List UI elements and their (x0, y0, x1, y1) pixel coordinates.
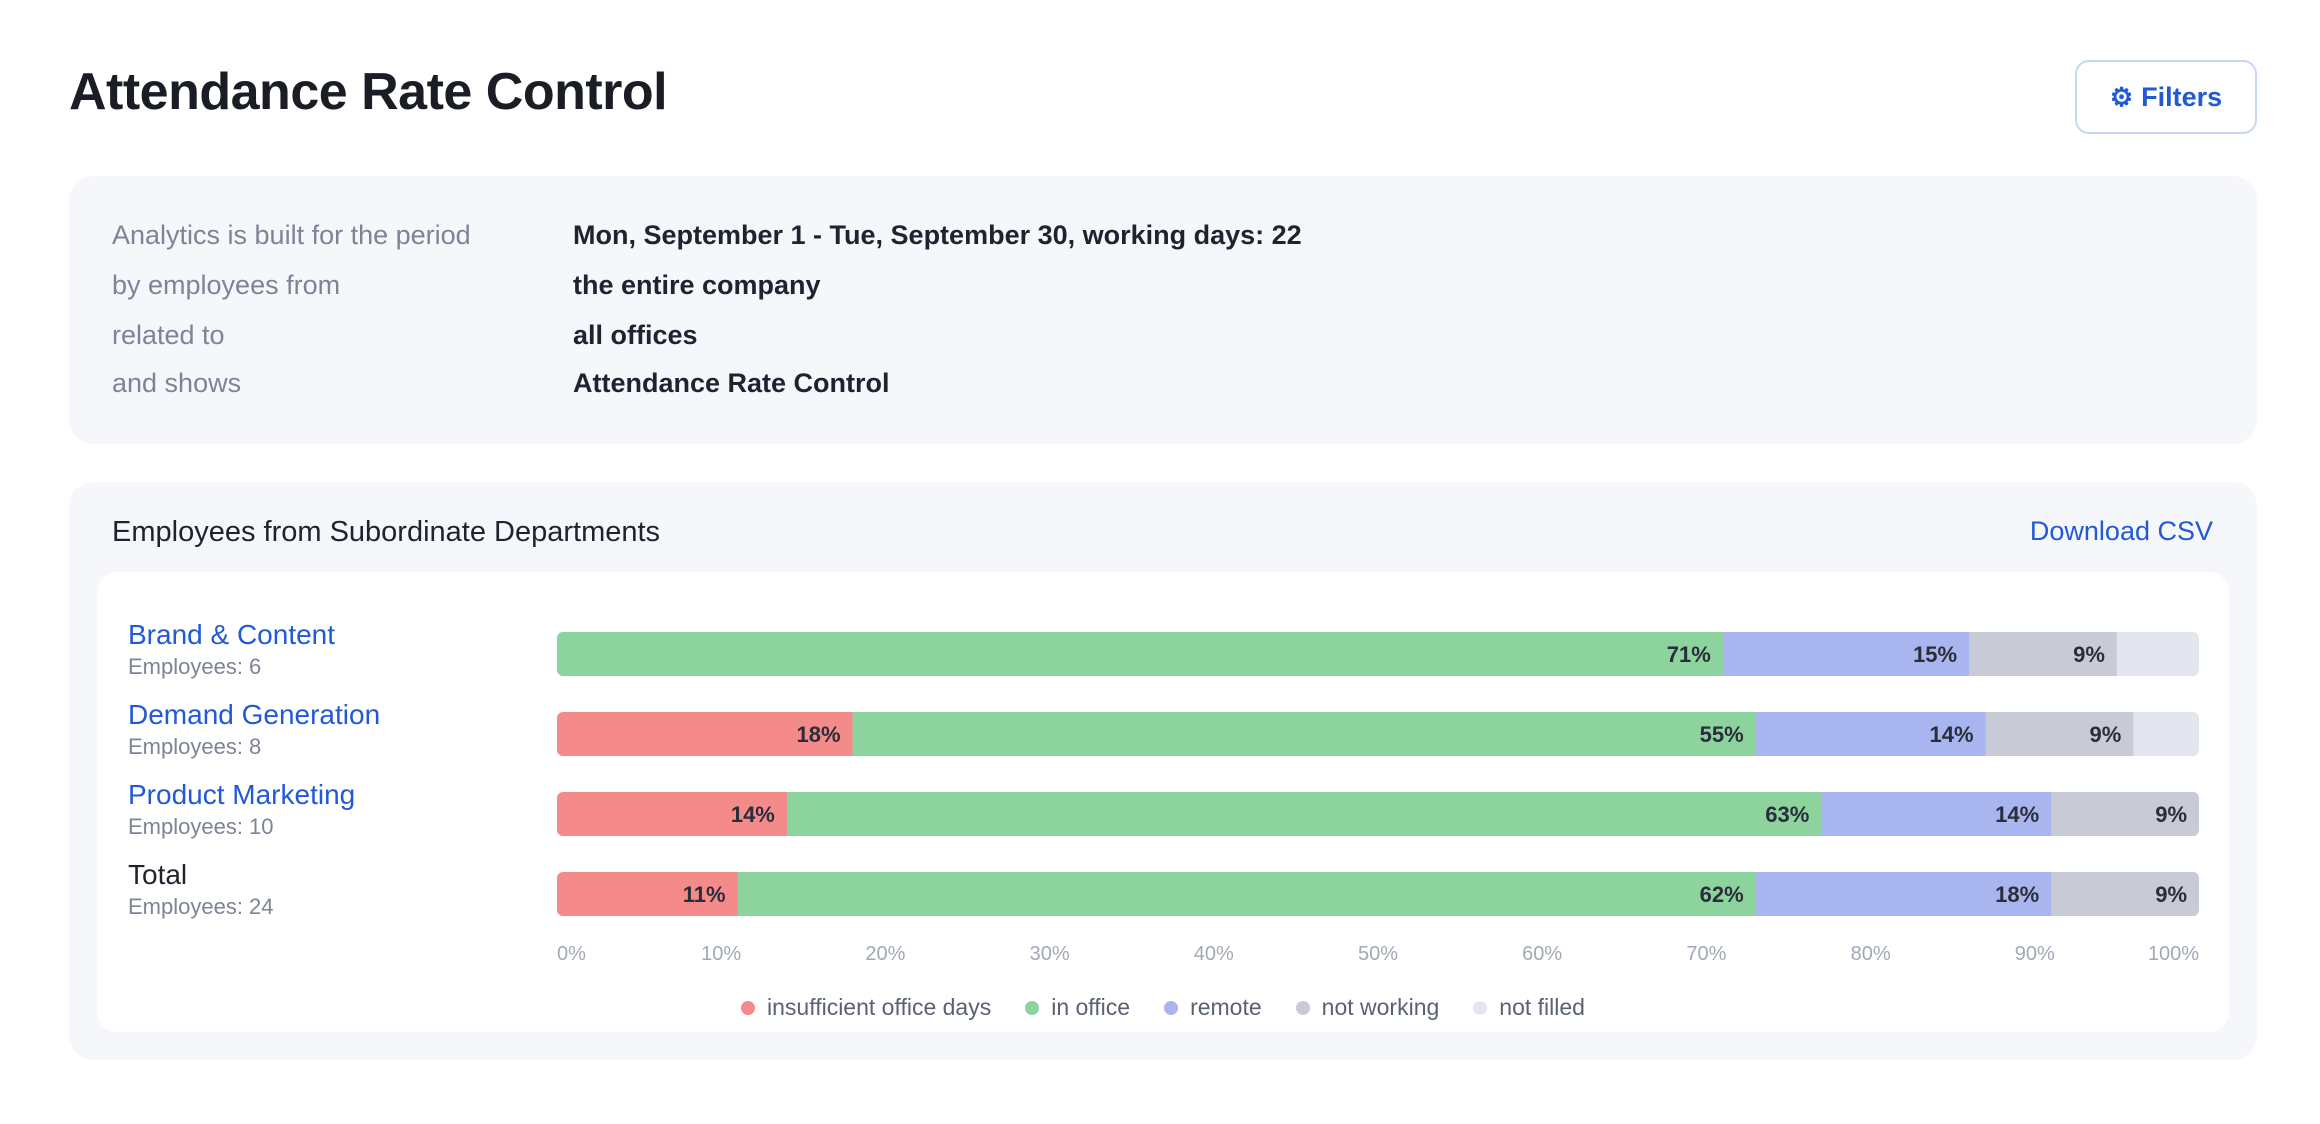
x-tick-label: 70% (1686, 943, 1726, 965)
bar-segment (2133, 712, 2199, 756)
legend-dot-icon (1295, 1000, 1310, 1015)
employee-count: Employees: 6 (128, 654, 262, 679)
x-tick-label: 90% (2015, 943, 2055, 965)
page-title: Attendance Rate Control (69, 63, 668, 121)
data-label: 55% (1700, 722, 1744, 747)
chart-legend: insufficient office days in office remote n… (97, 994, 2229, 1021)
employee-count: Employees: 10 (128, 814, 274, 839)
bar-segment (1722, 632, 1970, 676)
info-label: by employees from (112, 270, 341, 300)
bar-segment (1821, 792, 2052, 836)
bar-segment (852, 712, 1757, 756)
x-tick-label: 100% (2148, 943, 2199, 965)
bar-segment (557, 712, 854, 756)
legend-label: remote (1190, 994, 1262, 1020)
bar-row: 14% 63% 14% 9% (557, 792, 2199, 836)
data-label: 15% (1913, 642, 1957, 667)
data-label: 18% (797, 722, 841, 747)
x-tick-label: 30% (1030, 943, 1070, 965)
filters-button-label: Filters (2141, 81, 2223, 112)
data-label: 71% (1667, 642, 1711, 667)
bar-segment (1969, 632, 2118, 676)
data-label: 9% (2090, 722, 2122, 747)
bar-segment (557, 632, 1724, 676)
bar-row: 11% 62% 18% 9% (557, 872, 2199, 916)
legend-dot-icon (1164, 1000, 1179, 1015)
bar-segment (557, 792, 788, 836)
info-row-employees: by employees from the entire company (112, 270, 821, 301)
section-title: Employees from Subordinate Departments (112, 516, 661, 548)
department-link-product-marketing[interactable]: Product Marketing (128, 779, 356, 810)
info-label: and shows (112, 368, 242, 398)
download-csv-link[interactable]: Download CSV (2029, 516, 2213, 546)
data-label: 11% (683, 882, 726, 907)
employee-count: Employees: 24 (128, 894, 274, 919)
x-tick-label: 60% (1522, 943, 1562, 965)
chart-area: Brand & Content Employees: 6 Demand Gene… (97, 572, 2229, 1032)
bar-segment (1755, 712, 1987, 756)
data-label: 14% (1995, 802, 2039, 827)
x-tick-label: 20% (865, 943, 905, 965)
legend-item: not filled (1473, 994, 1585, 1021)
legend-label: not filled (1499, 994, 1585, 1020)
info-row-period: Analytics is built for the period Mon, S… (112, 220, 1302, 251)
x-tick-label: 50% (1358, 943, 1398, 965)
bar-segment (737, 872, 1757, 916)
stacked-bar-chart: 71% 15% 9% 18% 55% 14% 9% 14% 63% 14% 9% 11% 62% 18% 9… (557, 632, 2199, 965)
department-link-brand-content[interactable]: Brand & Content (128, 619, 336, 650)
department-row-label: Product Marketing Employees: 10 (128, 778, 355, 840)
x-tick-label: 80% (1851, 943, 1891, 965)
legend-label: insufficient office days (767, 994, 992, 1020)
info-label: related to (112, 320, 225, 350)
legend-item: insufficient office days (741, 994, 991, 1021)
info-value: Attendance Rate Control (573, 368, 890, 398)
x-tick-label: 40% (1194, 943, 1234, 965)
data-label: 9% (2155, 802, 2187, 827)
bar-segment (2051, 872, 2199, 916)
gear-icon: ⚙ (2109, 81, 2134, 112)
legend-item: not working (1295, 994, 1440, 1021)
info-value: Mon, September 1 - Tue, September 30, wo… (573, 220, 1302, 250)
data-label: 14% (1929, 722, 1973, 747)
total-label: Total (128, 859, 188, 890)
legend-item: in office (1025, 994, 1130, 1021)
employee-count: Employees: 8 (128, 734, 262, 759)
department-link-demand-generation[interactable]: Demand Generation (128, 699, 381, 730)
filters-button[interactable]: ⚙ Filters (2075, 60, 2257, 134)
department-row-label: Total Employees: 24 (128, 858, 274, 920)
department-row-label: Demand Generation Employees: 8 (128, 698, 380, 760)
bar-row: 71% 15% 9% (557, 632, 2199, 676)
data-label: 63% (1765, 802, 1809, 827)
data-label: 62% (1700, 882, 1744, 907)
departments-chart-card: Employees from Subordinate Departments D… (69, 482, 2257, 1060)
data-label: 14% (731, 802, 775, 827)
x-tick-label: 10% (701, 943, 741, 965)
bar-segment (2051, 792, 2199, 836)
bar-segment (786, 792, 1822, 836)
bar-segment (2116, 632, 2199, 676)
info-label: Analytics is built for the period (112, 220, 471, 250)
data-label: 9% (2073, 642, 2105, 667)
bar-segment (1985, 712, 2134, 756)
analytics-summary-card: Analytics is built for the period Mon, S… (69, 176, 2257, 444)
department-row-label: Brand & Content Employees: 6 (128, 618, 335, 680)
legend-item: remote (1164, 994, 1262, 1021)
info-value: the entire company (573, 270, 821, 300)
data-label: 18% (1995, 882, 2039, 907)
legend-dot-icon (1025, 1000, 1040, 1015)
legend-dot-icon (1473, 1000, 1488, 1015)
legend-dot-icon (741, 1000, 756, 1015)
bar-segment (557, 872, 739, 916)
bar-row: 18% 55% 14% 9% (557, 712, 2199, 756)
info-value: all offices (573, 320, 698, 350)
info-row-offices: related to all offices (112, 320, 698, 351)
x-tick-label: 0% (557, 943, 586, 965)
legend-label: not working (1321, 994, 1440, 1020)
legend-label: in office (1051, 994, 1131, 1020)
info-row-shows: and shows Attendance Rate Control (112, 368, 890, 399)
data-label: 9% (2155, 882, 2187, 907)
bar-segment (1755, 872, 2052, 916)
